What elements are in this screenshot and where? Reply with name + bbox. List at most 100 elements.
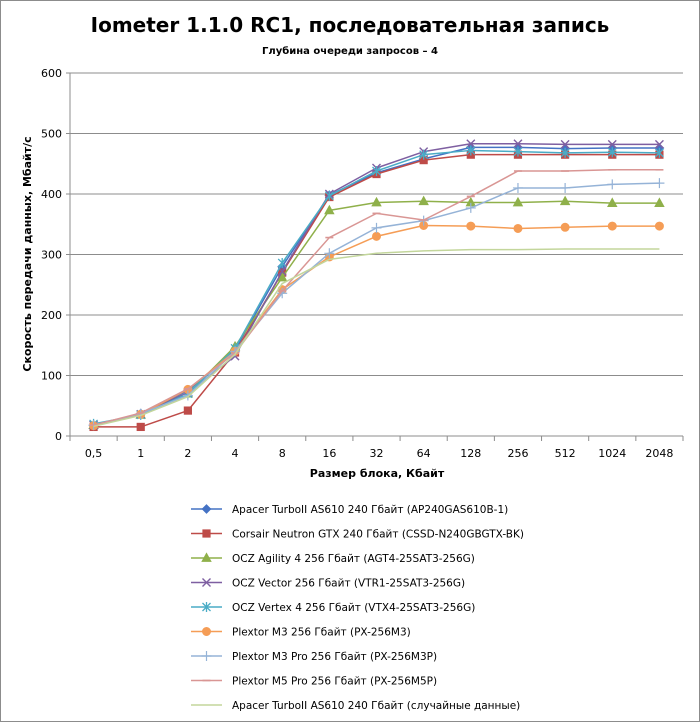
legend-swatch-marker <box>202 578 211 587</box>
series-line <box>93 182 660 426</box>
data-point <box>277 257 287 268</box>
x-tick-label: 0,5 <box>85 447 103 460</box>
data-point <box>513 139 523 149</box>
legend-label: Plextor M3 256 Гбайт (PX-256M3) <box>232 627 411 639</box>
y-tick-label: 300 <box>41 249 62 262</box>
series-1 <box>88 142 665 431</box>
data-point <box>560 222 570 232</box>
legend-label: OCZ Agility 4 256 Гбайт (AGT4-25SAT3-256… <box>232 553 475 565</box>
x-axis-ticks: 0,5 1 2 4 8 16 32 64 128 256 512 1024 2048 <box>69 436 684 460</box>
data-point <box>466 145 476 156</box>
data-point <box>512 182 523 193</box>
data-point <box>466 221 476 231</box>
data-point <box>654 221 664 231</box>
data-point <box>607 221 617 231</box>
data-point <box>324 248 335 259</box>
series-line <box>93 149 660 425</box>
data-point <box>512 196 524 207</box>
data-point <box>182 390 193 401</box>
legend-swatch-marker <box>201 651 212 661</box>
x-tick-label: 4 <box>232 447 239 460</box>
x-tick-label: 8 <box>279 447 286 460</box>
legend-label: Plextor M5 Pro 256 Гбайт (PX-256M5P) <box>232 676 437 688</box>
data-point <box>607 179 618 190</box>
data-point <box>560 147 570 158</box>
series-9 <box>93 248 660 428</box>
series-line <box>93 169 660 426</box>
legend-label: Corsair Neutron GTX 240 Гбайт (CSSD-N240… <box>232 529 524 541</box>
series-line <box>93 153 660 428</box>
data-point <box>513 223 523 233</box>
data-point <box>607 147 617 158</box>
legend-item: Plextor M5 Pro 256 Гбайт (PX-256M5P) <box>191 676 437 688</box>
legend-swatch-marker <box>201 504 212 514</box>
data-point <box>513 146 523 157</box>
data-point <box>136 422 145 432</box>
data-point <box>371 196 382 207</box>
x-tick-label: 2048 <box>645 447 673 460</box>
legend-item: Apacer TurboII AS610 240 Гбайт (AP240GAS… <box>191 504 508 516</box>
y-tick-label: 0 <box>55 430 62 443</box>
data-point <box>183 406 192 415</box>
data-point <box>559 195 571 206</box>
gridlines <box>69 72 683 437</box>
legend-item: Plextor M3 Pro 256 Гбайт (PX-256M3P) <box>191 651 437 663</box>
legend-item: OCZ Vector 256 Гбайт (VTR1-25SAT3-256G) <box>191 578 465 590</box>
y-tick-label: 600 <box>41 67 62 80</box>
x-tick-label: 2 <box>184 447 191 460</box>
y-tick-label: 200 <box>41 309 62 322</box>
data-point <box>324 190 334 201</box>
series-2 <box>89 150 664 432</box>
data-point <box>372 166 381 177</box>
legend-item: Apacer TurboII AS610 240 Гбайт (случайны… <box>191 700 520 712</box>
legend-label: OCZ Vertex 4 256 Гбайт (VTX4-25SAT3-256G… <box>232 602 475 614</box>
data-point <box>654 197 665 207</box>
series-line <box>93 248 660 428</box>
series-group <box>88 139 665 432</box>
y-axis-label: Скорость передачи данных, Мбайт/с <box>21 136 34 371</box>
legend-item: Plextor M3 256 Гбайт (PX-256M3) <box>191 627 411 639</box>
series-8 <box>89 169 664 426</box>
data-point <box>560 182 571 193</box>
legend-swatch-marker <box>202 529 211 538</box>
y-tick-label: 400 <box>41 188 62 201</box>
legend-label: Apacer TurboII AS610 240 Гбайт (AP240GAS… <box>232 504 508 516</box>
chart-subtitle: Глубина очереди запросов – 4 <box>262 45 438 57</box>
series-5 <box>89 145 664 429</box>
y-tick-label: 500 <box>41 128 62 141</box>
legend-swatch-marker <box>202 602 211 612</box>
legend-label: Apacer TurboII AS610 240 Гбайт (случайны… <box>232 700 520 712</box>
x-tick-label: 32 <box>370 447 384 460</box>
data-point <box>607 139 617 149</box>
legend-item: OCZ Vertex 4 256 Гбайт (VTX4-25SAT3-256G… <box>191 602 475 614</box>
legend-label: Plextor M3 Pro 256 Гбайт (PX-256M3P) <box>232 651 437 663</box>
series-7 <box>88 178 665 431</box>
data-point <box>465 202 476 213</box>
legend-swatch-marker <box>202 627 211 636</box>
series-line <box>93 146 660 427</box>
x-tick-label: 1024 <box>598 447 626 460</box>
series-4 <box>89 139 664 430</box>
y-tick-label: 100 <box>41 370 62 383</box>
chart-title: Iometer 1.1.0 RC1, последовательная запи… <box>91 13 610 37</box>
data-point <box>560 139 570 149</box>
data-point <box>466 139 476 149</box>
x-tick-label: 64 <box>417 447 431 460</box>
data-point <box>418 195 429 206</box>
legend-label: OCZ Vector 256 Гбайт (VTR1-25SAT3-256G) <box>232 578 465 590</box>
data-point <box>419 149 429 160</box>
x-tick-label: 256 <box>507 447 528 460</box>
legend-item: OCZ Agility 4 256 Гбайт (AGT4-25SAT3-256… <box>191 552 475 565</box>
x-tick-label: 1 <box>137 447 144 460</box>
legend: Apacer TurboII AS610 240 Гбайт (AP240GAS… <box>191 504 524 712</box>
data-point <box>654 147 664 158</box>
x-axis-label: Размер блока, Кбайт <box>310 467 445 480</box>
series-line <box>93 143 660 426</box>
y-axis-ticks: 0 100 200 300 400 500 600 <box>41 67 70 443</box>
legend-swatch-marker <box>201 552 212 562</box>
data-point <box>607 197 618 207</box>
data-point <box>371 222 382 233</box>
x-tick-label: 128 <box>460 447 481 460</box>
